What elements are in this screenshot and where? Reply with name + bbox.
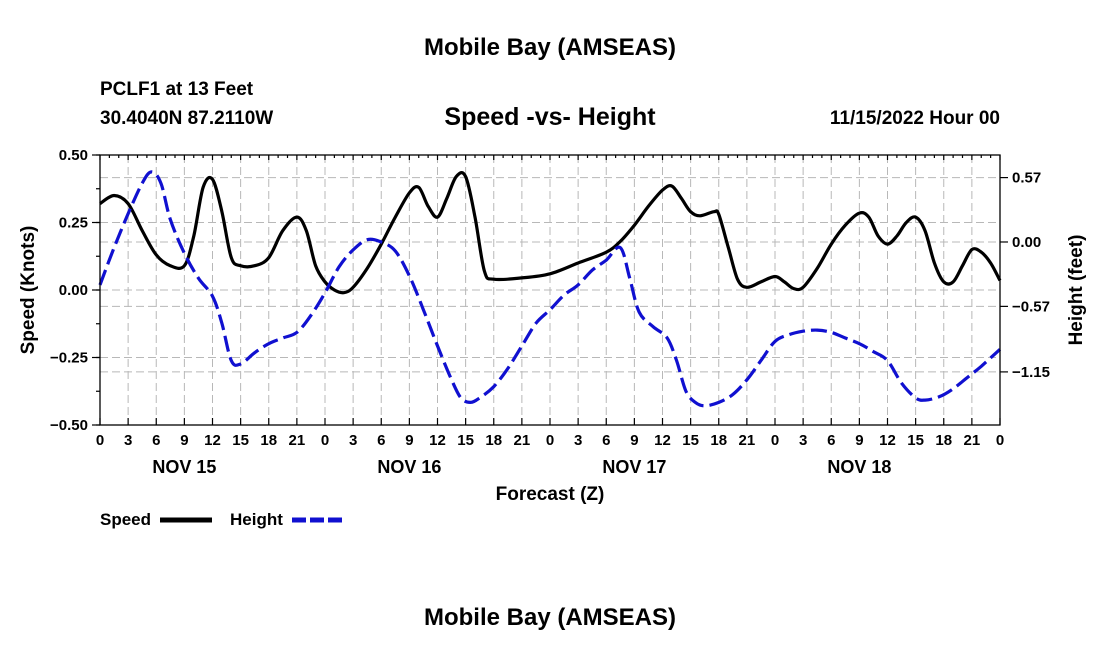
x-tick-label: 21: [514, 432, 531, 449]
x-tick-label: 3: [799, 432, 807, 449]
chart-subtitle: Speed -vs- Height: [444, 103, 656, 131]
x-day-label: NOV 18: [827, 457, 891, 477]
grid: [100, 155, 1000, 425]
x-tick-label: 18: [710, 432, 727, 449]
x-tick-label: 0: [546, 432, 554, 449]
x-tick-label: 9: [405, 432, 413, 449]
x-tick-label: 15: [232, 432, 249, 449]
x-tick-label: 9: [855, 432, 863, 449]
legend-speed-label: Speed: [100, 510, 151, 529]
height-series-line: [98, 170, 1002, 408]
x-tick-label: 21: [739, 432, 756, 449]
x-tick-label: 18: [485, 432, 502, 449]
y-right-tick-label: −0.57: [1012, 298, 1050, 315]
x-tick-label: 3: [124, 432, 132, 449]
x-tick-label: 3: [349, 432, 357, 449]
x-tick-label: 12: [204, 432, 221, 449]
station-coords: 30.4040N 87.2110W: [100, 108, 273, 129]
y-left-tick-label: −0.50: [50, 417, 88, 434]
x-tick-label: 6: [602, 432, 610, 449]
x-tick-label: 3: [574, 432, 582, 449]
x-axis-title: Forecast (Z): [496, 484, 605, 505]
x-tick-label: 6: [152, 432, 160, 449]
x-tick-label: 0: [771, 432, 779, 449]
x-tick-label: 0: [96, 432, 104, 449]
y-right-tick-label: 0.57: [1012, 170, 1041, 187]
axes: 0 3 6 9 12 15 18 21 0 3 6 9 12 15 18 21 0 3 6 9 12 15 18 21 0 3 6 9…: [50, 147, 1050, 477]
x-tick-label: 9: [630, 432, 638, 449]
main-title: Mobile Bay (AMSEAS): [424, 34, 676, 61]
x-tick-label: 0: [996, 432, 1004, 449]
x-tick-label: 15: [457, 432, 474, 449]
y-right-tick-label: 0.00: [1012, 234, 1041, 251]
legend-height-label: Height: [230, 510, 283, 529]
data-series: [98, 170, 1002, 408]
x-tick-label: 9: [180, 432, 188, 449]
x-tick-label: 6: [827, 432, 835, 449]
footer-title: Mobile Bay (AMSEAS): [424, 604, 676, 631]
y-left-tick-label: 0.50: [59, 147, 88, 164]
y-axis-right-title: Height (feet): [1066, 235, 1087, 346]
x-tick-label: 21: [289, 432, 306, 449]
x-day-label: NOV 17: [602, 457, 666, 477]
x-day-label: NOV 16: [377, 457, 441, 477]
x-tick-label: 12: [429, 432, 446, 449]
y-left-tick-label: 0.25: [59, 215, 88, 232]
forecast-datetime: 11/15/2022 Hour 00: [830, 108, 1000, 129]
x-tick-label: 18: [935, 432, 952, 449]
legend: Speed Height: [100, 510, 342, 529]
x-tick-label: 12: [879, 432, 896, 449]
x-tick-label: 15: [682, 432, 699, 449]
x-tick-label: 6: [377, 432, 385, 449]
station-label: PCLF1 at 13 Feet: [100, 79, 254, 100]
speed-series-line: [99, 171, 1002, 295]
x-tick-label: 12: [654, 432, 671, 449]
x-tick-label: 15: [907, 432, 924, 449]
x-tick-label: 0: [321, 432, 329, 449]
x-day-label: NOV 15: [152, 457, 216, 477]
x-tick-label: 18: [260, 432, 277, 449]
y-left-tick-label: 0.00: [59, 282, 88, 299]
y-axis-left-title: Speed (Knots): [18, 226, 39, 355]
y-left-tick-label: −0.25: [50, 350, 88, 367]
y-right-tick-label: −1.15: [1012, 364, 1050, 381]
x-tick-label: 21: [964, 432, 981, 449]
